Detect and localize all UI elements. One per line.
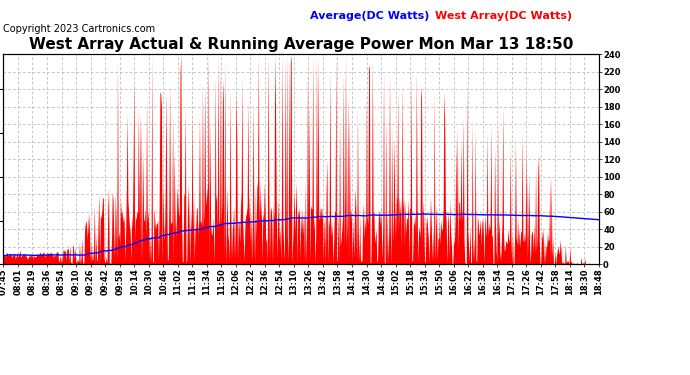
Text: West Array(DC Watts): West Array(DC Watts)	[435, 11, 572, 21]
Text: Copyright 2023 Cartronics.com: Copyright 2023 Cartronics.com	[3, 24, 155, 34]
Text: Average(DC Watts): Average(DC Watts)	[310, 11, 430, 21]
Title: West Array Actual & Running Average Power Mon Mar 13 18:50: West Array Actual & Running Average Powe…	[29, 37, 573, 52]
